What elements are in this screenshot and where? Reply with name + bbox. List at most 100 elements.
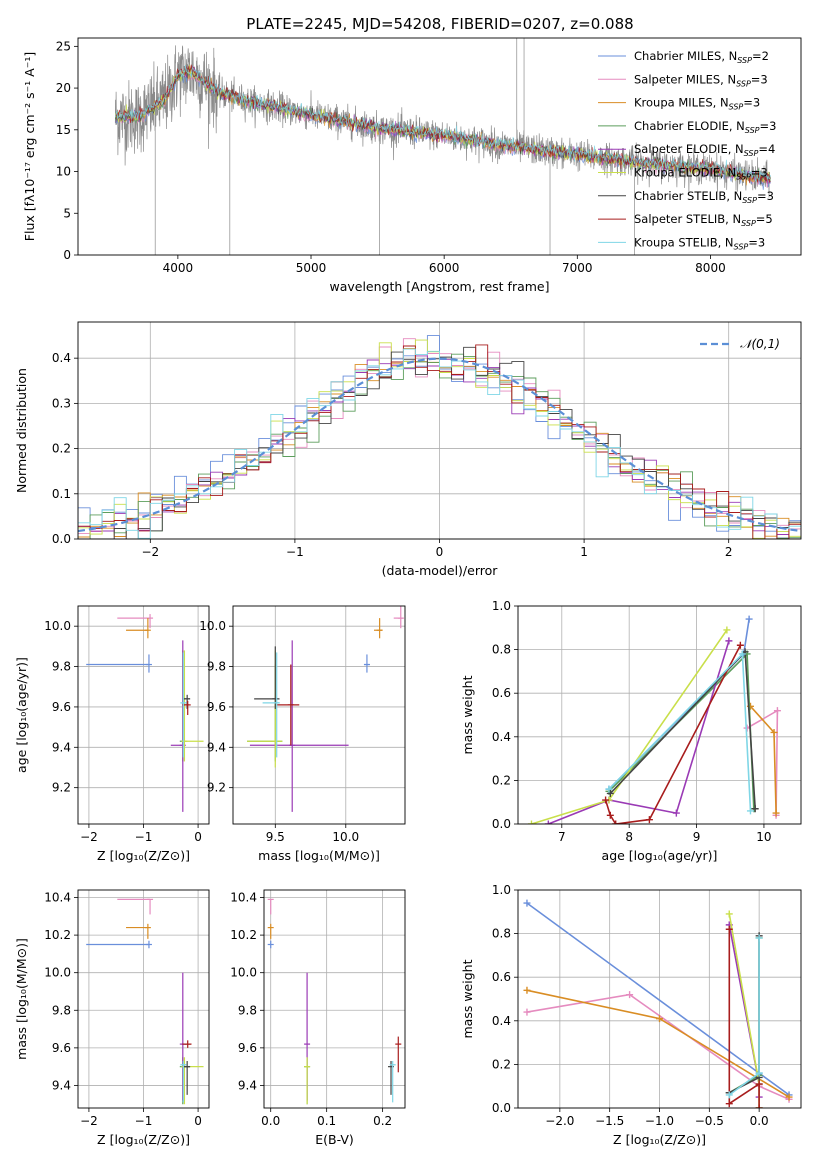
errorbar-point [393,606,404,629]
series-line [728,938,760,1096]
x-axis-label: wavelength [Angstrom, rest frame] [329,279,549,294]
weight-series [523,986,793,1101]
x-tick-label: 2 [725,545,733,559]
series-marker [612,820,620,824]
x-axis-label: Z [log₁₀(Z/Z⊙)] [613,1132,706,1147]
x-tick-label: 7 [558,830,566,844]
axes-frame [263,889,406,1109]
legend-nssp-value: =3 [743,96,760,110]
axes: −2.0 −1.5 −1.0 −0.5 0.0 0.0 0.2 0.4 0.6 0.8 1.0 Z [… [460,883,802,1147]
legend-subscript: SSP [742,196,757,205]
axes: −2 −1 0 9.4 9.6 9.8 10.0 10.2 10.4 Z [log₁₀(Z/Z⊙)… [14,889,210,1147]
y-tick-label: 9.8 [52,1003,71,1017]
grid-lines [78,890,209,1108]
panel-weight_vs_age: 7 8 9 10 0.0 0.2 0.4 0.6 0.8 1.0 age [log₁₀(age/yr… [460,599,802,863]
x-tick-label: 0.0 [750,1114,769,1128]
legend-model-name: Chabrier MILES, N [634,49,737,63]
y-tick-label: 0 [63,248,71,262]
y-axis-label: mass weight [460,675,475,754]
panel-spectrum: 4000 5000 6000 7000 8000 0 5 10 15 20 25 wavelength… [22,37,802,294]
plot-area [114,38,771,255]
axes-frame [77,37,802,256]
model-spectrum [115,64,771,183]
plot-area [267,898,402,1105]
legend-entry: Chabrier MILES, NSSP=2 [634,49,769,65]
y-tick-label: 9.6 [207,700,226,714]
panel-mass_vs_Z: −2 −1 0 9.4 9.6 9.8 10.0 10.2 10.4 Z [log₁₀(Z/Z⊙)… [14,889,210,1147]
x-tick-label: −2.0 [545,1114,574,1128]
legend-entry: Chabrier ELODIE, NSSP=3 [634,119,776,135]
legend-nssp-value: =2 [752,49,769,63]
legend-subscript: SSP [736,79,751,88]
y-tick-label: 10.0 [44,966,71,980]
x-tick-label: 10.0 [332,830,359,844]
y-tick-label: 5 [63,206,71,220]
errorbar-point [267,898,274,915]
x-axis-label: mass [log₁₀(M/M⊙)] [258,848,380,863]
y-tick-label: 9.2 [52,781,71,795]
y-tick-label: 10.2 [44,928,71,942]
x-tick-label: −2 [80,1114,98,1128]
legend-subscript: SSP [737,56,752,65]
y-tick-label: 1.0 [492,599,511,613]
axes: −2 −1 0 1 2 0.0 0.1 0.2 0.3 0.4 (data-model)/error… [14,321,802,578]
series-line [548,640,730,824]
series-marker [746,807,754,815]
errorbar-point [249,640,349,812]
normal-legend-label: 𝒩(0,1) [740,337,780,351]
y-tick-label: 0.8 [492,643,511,657]
weight-series [606,648,759,813]
grid-lines [264,890,405,1108]
x-tick-label: 0.0 [261,1114,280,1128]
x-tick-label: −1.0 [645,1114,674,1128]
y-tick-label: 9.8 [238,1003,257,1017]
x-tick-label: −1 [135,830,153,844]
y-tick-label: 0.2 [492,1057,511,1071]
weight-series [605,650,754,815]
series-line [608,652,752,811]
weight-series [725,925,763,1108]
legend-nssp-value: =3 [757,189,774,203]
errorbar-point [126,618,151,639]
y-tick-label: 10.0 [199,619,226,633]
y-tick-label: 10 [56,165,71,179]
series-marker [773,707,781,715]
grid-lines [233,606,405,824]
y-tick-label: 20 [56,81,71,95]
series-marker [523,899,531,907]
axes-frame [77,889,210,1109]
legend-model-name: Chabrier ELODIE, N [634,119,745,133]
x-tick-label: 0.2 [373,1114,392,1128]
errorbar-point [182,1040,192,1048]
panel-residuals: −2 −1 0 1 2 0.0 0.1 0.2 0.3 0.4 (data-model)/error… [14,321,802,578]
series-marker [725,637,733,645]
errorbar-point [117,898,154,915]
axes: 9.5 10.0 9.2 9.4 9.6 9.8 10.0 mass [log₁₀(M/M⊙)… [199,605,406,863]
y-axis-label: age [log₁₀(age/yr)] [14,657,29,773]
series-line [526,993,790,1101]
series-marker [785,1093,793,1101]
errorbar-point [86,654,152,673]
model-spectrum [114,65,771,182]
x-tick-label: 8 [625,830,633,844]
errorbar-point [126,923,151,939]
series-marker [523,986,531,994]
axes-frame [232,605,406,825]
series-marker [544,820,552,824]
series-marker [745,615,753,623]
y-tick-label: 15 [56,123,71,137]
y-tick-label: 10.2 [230,928,257,942]
series-line [609,649,756,809]
axes: 7 8 9 10 0.0 0.2 0.4 0.6 0.8 1.0 age [log₁₀(age/yr… [460,599,802,863]
x-tick-label: −0.5 [695,1114,724,1128]
axes: 0.0 0.1 0.2 9.4 9.6 9.8 10.0 10.2 10.4 E(B-V) [230,889,406,1147]
series-marker [602,796,610,804]
x-axis-label: Z [log₁₀(Z/Z⊙)] [97,848,190,863]
axes-frame [77,605,210,825]
plot-area [86,614,204,812]
x-axis-label: E(B-V) [315,1132,354,1147]
y-tick-label: 9.2 [207,781,226,795]
plot-area [247,606,404,812]
x-tick-label: 6000 [429,261,460,275]
